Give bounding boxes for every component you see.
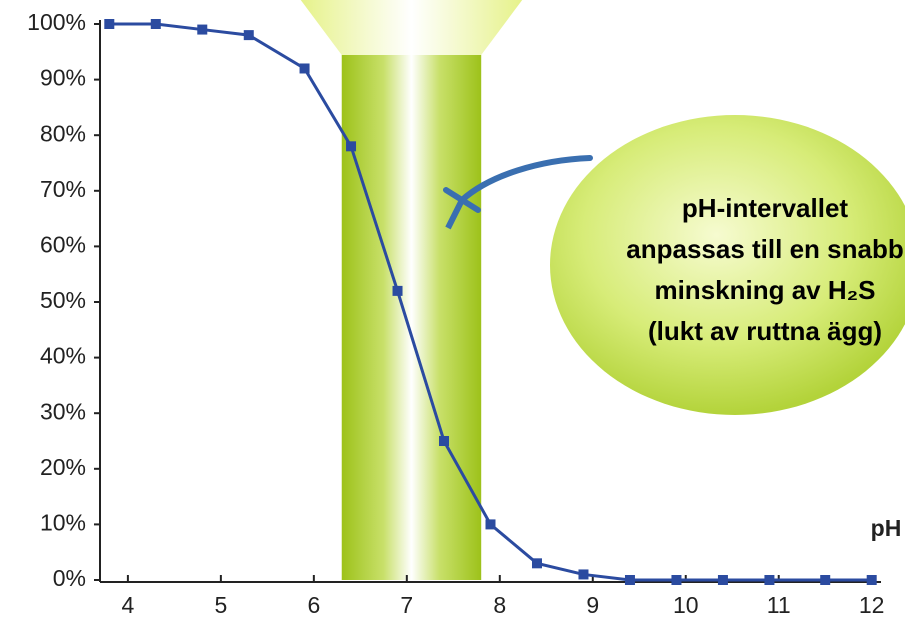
x-tick-label: 7 [400,592,413,618]
x-tick-label: 6 [307,592,320,618]
data-point [150,19,161,29]
data-point [531,558,542,569]
y-tick-label: 10% [40,509,86,535]
y-tick-label: 90% [40,65,86,91]
y-tick-label: 50% [40,287,86,313]
data-point [104,19,115,29]
data-point [578,569,589,580]
data-point [485,519,496,530]
x-axis-label: pH [871,515,902,541]
data-point [764,575,775,585]
x-tick-label: 11 [767,592,791,618]
annotation-line: minskning av H₂S [654,275,875,305]
annotation-line: (lukt av ruttna ägg) [648,316,882,346]
data-point [820,575,831,585]
data-point [439,436,450,446]
data-point [299,63,310,74]
arrow [443,155,593,230]
x-tick-label: 10 [673,592,699,618]
callout-bubble [550,115,905,415]
data-point [197,24,208,35]
annotation-line: pH-intervallet [682,193,848,223]
y-tick-label: 30% [40,398,86,424]
highlight-band [341,55,482,580]
y-tick-label: 100% [27,9,86,35]
x-tick-label: 12 [859,592,885,618]
annotation-line: anpassas till en snabb [626,234,903,264]
funnel [300,0,523,55]
data-point [866,575,877,585]
data-point [671,575,682,585]
y-tick-label: 0% [53,565,86,591]
y-tick-label: 20% [40,454,86,480]
y-tick-label: 70% [40,176,86,202]
y-tick-label: 80% [40,120,86,146]
data-point [624,575,635,585]
y-tick-label: 40% [40,343,86,369]
x-tick-label: 9 [586,592,599,618]
data-point [243,30,254,41]
data-point [717,575,728,585]
data-point [346,141,357,152]
y-tick-label: 60% [40,231,86,257]
x-tick-label: 8 [493,592,506,618]
data-point [392,285,403,296]
x-tick-label: 4 [121,592,134,618]
x-tick-label: 5 [214,592,227,618]
